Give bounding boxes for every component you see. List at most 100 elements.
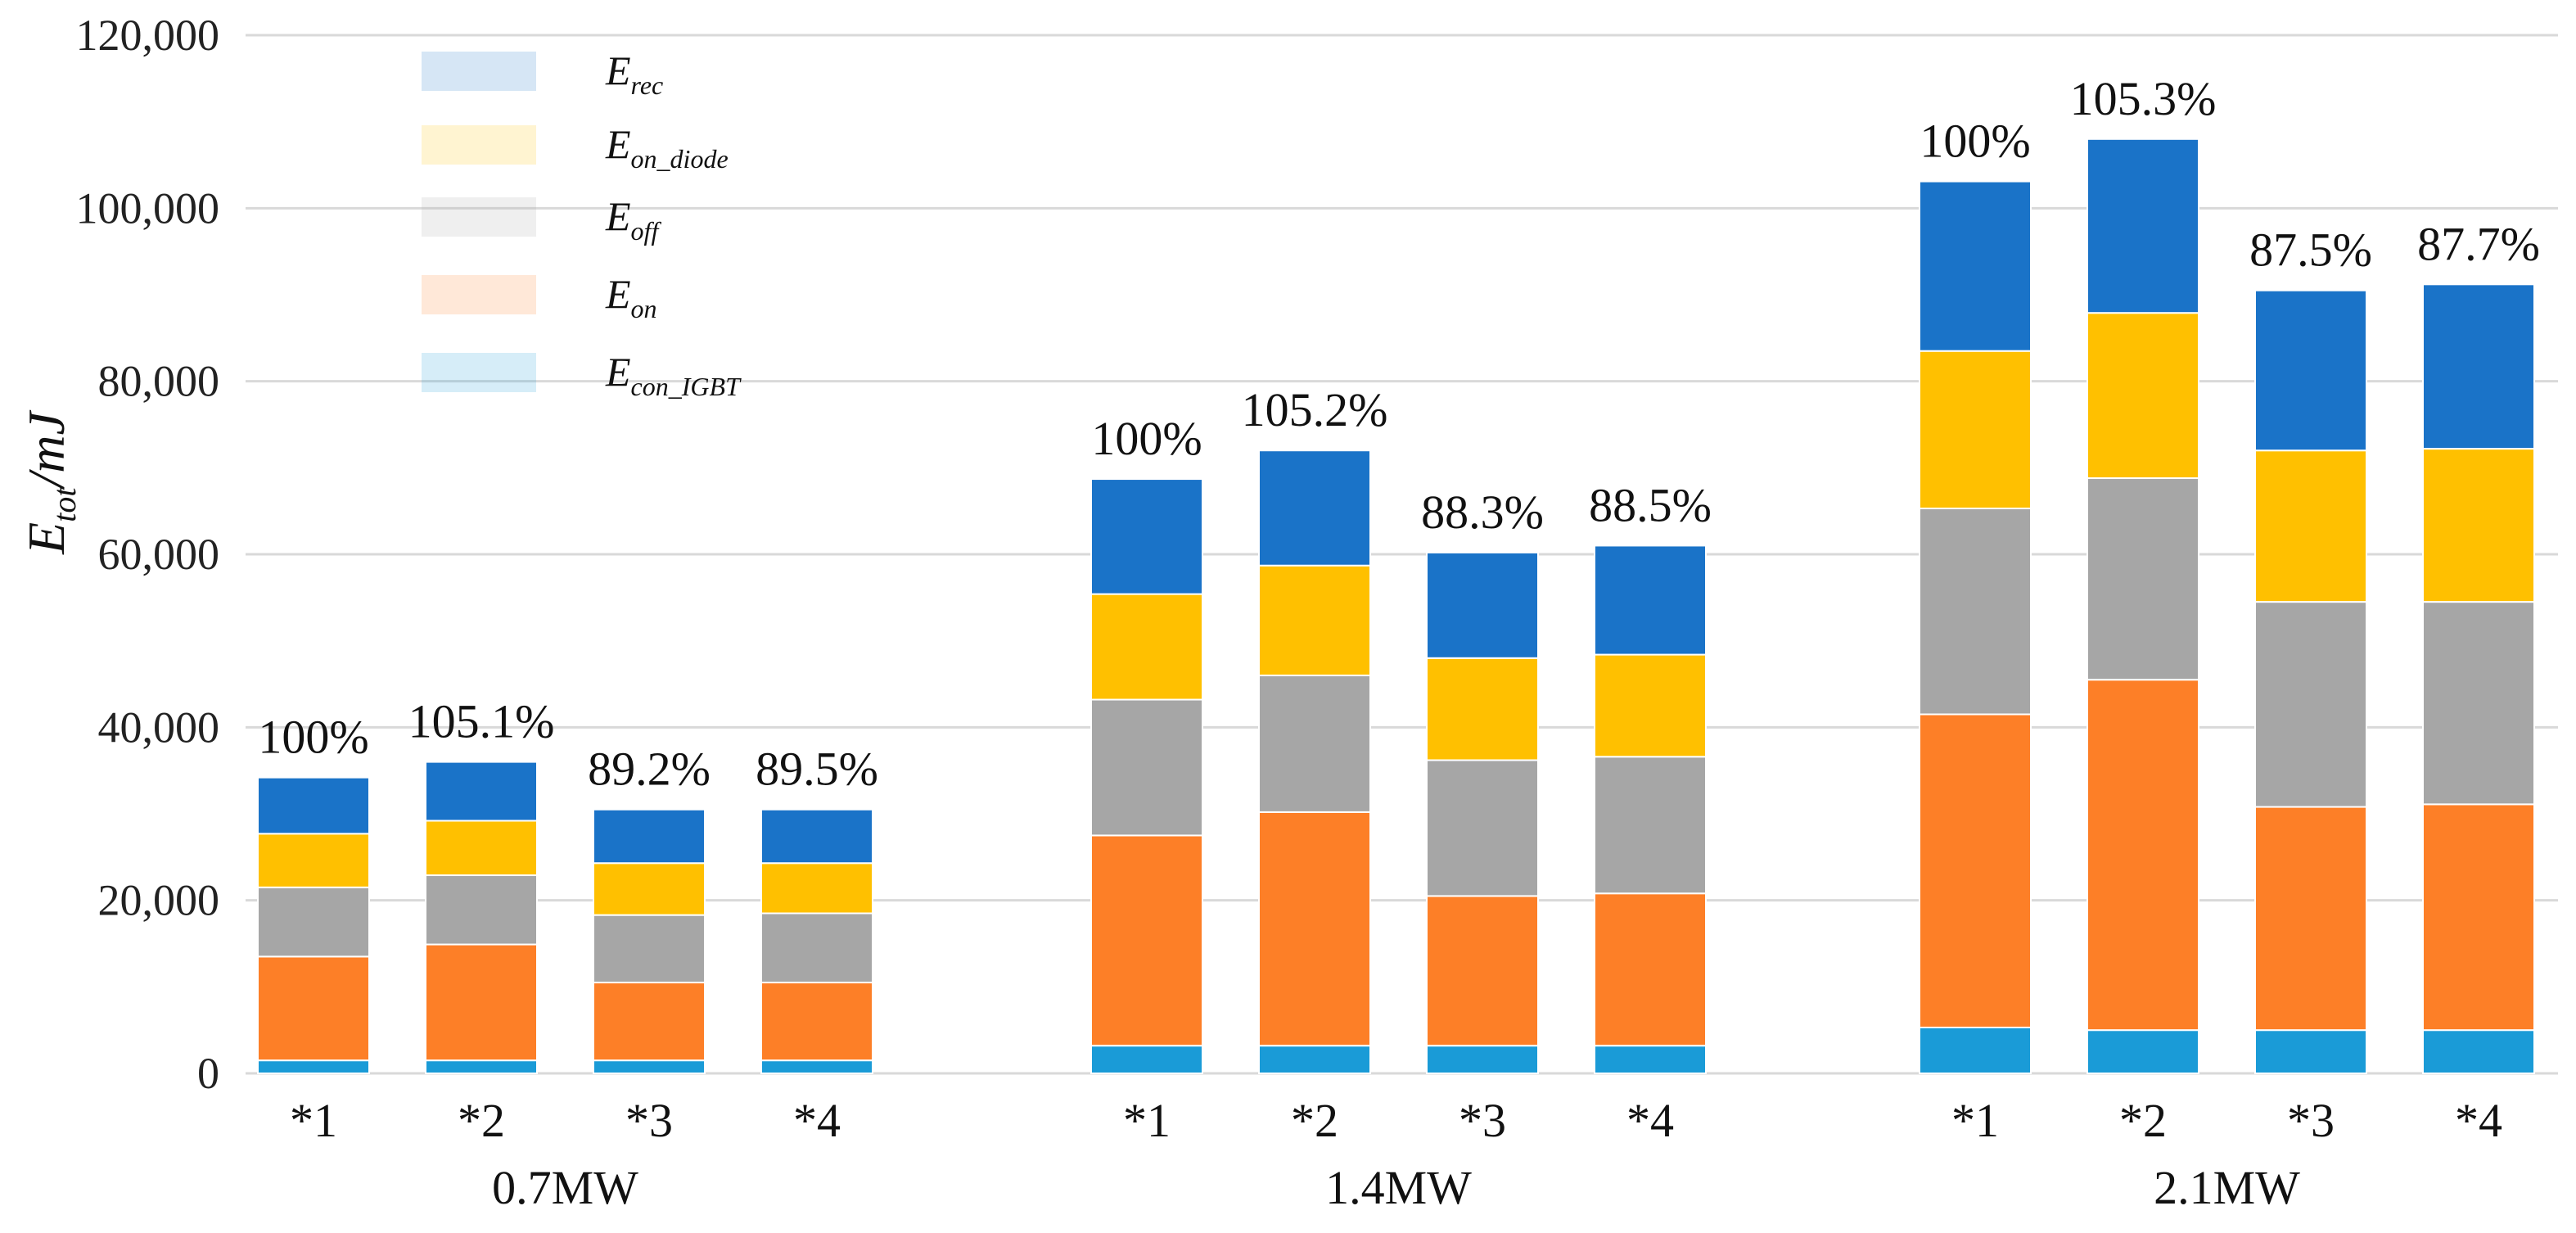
bar-segment-e-on-diode bbox=[760, 862, 873, 915]
percent-label: 100% bbox=[1920, 115, 2030, 168]
category-label: *1 bbox=[1123, 1094, 1171, 1147]
bar-segment-e-rec bbox=[593, 808, 706, 865]
bar-segment-e-con-igbt bbox=[425, 1059, 538, 1075]
category-label: *1 bbox=[1951, 1094, 1999, 1147]
bar-segment-e-con-igbt bbox=[593, 1059, 706, 1075]
bar-segment-e-on bbox=[1426, 895, 1539, 1047]
bar-segment-e-on bbox=[1090, 834, 1203, 1047]
legend-entry: Econ_IGBT bbox=[605, 349, 742, 401]
bar-segment-e-on bbox=[760, 982, 873, 1062]
percent-label: 89.5% bbox=[756, 743, 878, 796]
y-tick-label: 20,000 bbox=[98, 876, 220, 925]
category-label: *2 bbox=[458, 1094, 505, 1147]
bar-segment-e-con-igbt bbox=[2254, 1029, 2367, 1074]
bar-segment-e-off bbox=[1258, 674, 1371, 813]
bar-segment-e-rec bbox=[2254, 289, 2367, 452]
legend-swatch bbox=[422, 353, 536, 392]
bar-segment-e-con-igbt bbox=[1090, 1045, 1203, 1074]
bar-segment-e-on-diode bbox=[593, 862, 706, 916]
bar-segment-e-con-igbt bbox=[1426, 1045, 1539, 1074]
bar-segment-e-off bbox=[425, 874, 538, 946]
category-label: *2 bbox=[1291, 1094, 1338, 1147]
bar-segment-e-on bbox=[2087, 679, 2199, 1032]
bar-segment-e-on-diode bbox=[2254, 449, 2367, 603]
bar-segment-e-on-diode bbox=[2422, 448, 2535, 603]
bar-segment-e-on bbox=[2422, 803, 2535, 1032]
y-tick-label: 120,000 bbox=[76, 11, 220, 60]
bar-segment-e-on-diode bbox=[257, 833, 370, 888]
y-tick-label: 40,000 bbox=[98, 702, 220, 752]
bar-segment-e-off bbox=[1426, 759, 1539, 897]
bar-segment-e-off bbox=[1594, 756, 1707, 895]
bar-segment-e-on-diode bbox=[1258, 564, 1371, 676]
bar-segment-e-off bbox=[1919, 507, 2032, 716]
bar-segment-e-rec bbox=[425, 761, 538, 822]
category-label: *4 bbox=[2455, 1094, 2502, 1147]
bar-segment-e-rec bbox=[2422, 283, 2535, 450]
y-tick-label: 100,000 bbox=[76, 183, 220, 233]
bar-segment-e-on bbox=[2254, 806, 2367, 1032]
legend-swatch bbox=[422, 275, 536, 314]
bar-segment-e-off bbox=[257, 886, 370, 958]
group-label: 1.4MW bbox=[1325, 1161, 1472, 1214]
group-label: 2.1MW bbox=[2154, 1161, 2300, 1214]
bar-segment-e-con-igbt bbox=[257, 1059, 370, 1075]
bar-segment-e-rec bbox=[1258, 449, 1371, 567]
bar-segment-e-con-igbt bbox=[1919, 1026, 2032, 1075]
bar-segment-e-on-diode bbox=[2087, 312, 2199, 480]
percent-label: 100% bbox=[258, 711, 368, 764]
bar-segment-e-rec bbox=[1090, 478, 1203, 595]
bar-segment-e-on-diode bbox=[1919, 350, 2032, 509]
bar-segment-e-rec bbox=[257, 776, 370, 835]
bar-segment-e-on bbox=[425, 943, 538, 1062]
bar-segment-e-on bbox=[257, 955, 370, 1062]
bar-segment-e-rec bbox=[1426, 551, 1539, 659]
category-label: *4 bbox=[1626, 1094, 1674, 1147]
percent-label: 105.1% bbox=[408, 695, 555, 748]
bar-segment-e-rec bbox=[1919, 180, 2032, 352]
bar-segment-e-con-igbt bbox=[1594, 1045, 1707, 1074]
bar-segment-e-on-diode bbox=[1426, 657, 1539, 761]
legend-swatch bbox=[422, 125, 536, 165]
category-label: *2 bbox=[2119, 1094, 2167, 1147]
bar-segment-e-rec bbox=[760, 808, 873, 865]
y-tick-label: 80,000 bbox=[98, 357, 220, 406]
bar-segment-e-con-igbt bbox=[760, 1059, 873, 1075]
percent-label: 87.5% bbox=[2249, 224, 2372, 277]
percent-label: 100% bbox=[1091, 412, 1202, 465]
y-axis-label: Etot/mJ bbox=[17, 410, 83, 555]
percent-label: 87.7% bbox=[2417, 217, 2540, 270]
percent-label: 105.2% bbox=[1242, 383, 1388, 436]
y-tick-label: 60,000 bbox=[98, 530, 220, 579]
percent-label: 89.2% bbox=[588, 743, 711, 796]
bar-segment-e-on bbox=[1919, 713, 2032, 1028]
category-label: *3 bbox=[1459, 1094, 1506, 1147]
category-label: *1 bbox=[290, 1094, 337, 1147]
percent-label: 105.3% bbox=[2070, 72, 2217, 125]
bar-segment-e-on bbox=[1594, 892, 1707, 1047]
bar-segment-e-on bbox=[1258, 811, 1371, 1047]
bar-segment-e-on-diode bbox=[1594, 653, 1707, 758]
bar-segment-e-on-diode bbox=[1090, 593, 1203, 701]
bar-segment-e-rec bbox=[2087, 138, 2199, 314]
category-label: *3 bbox=[625, 1094, 673, 1147]
group-label: 0.7MW bbox=[492, 1161, 638, 1214]
bar-segment-e-off bbox=[593, 914, 706, 984]
bar-segment-e-off bbox=[2422, 601, 2535, 806]
bar-segment-e-off bbox=[2087, 477, 2199, 681]
legend-entry: Eon_diode bbox=[605, 121, 729, 174]
bar-segment-e-off bbox=[1090, 698, 1203, 837]
bar-segment-e-rec bbox=[1594, 544, 1707, 656]
bar-segment-e-off bbox=[760, 912, 873, 984]
bar-segment-e-off bbox=[2254, 601, 2367, 808]
category-label: *4 bbox=[793, 1094, 841, 1147]
bar-segment-e-on-diode bbox=[425, 820, 538, 877]
bar-segment-e-con-igbt bbox=[2087, 1029, 2199, 1074]
y-tick-label: 0 bbox=[197, 1049, 219, 1098]
bar-segment-e-con-igbt bbox=[2422, 1029, 2535, 1074]
legend-entry: Erec bbox=[605, 47, 663, 100]
percent-label: 88.5% bbox=[1589, 478, 1712, 531]
legend-swatch bbox=[422, 197, 536, 237]
